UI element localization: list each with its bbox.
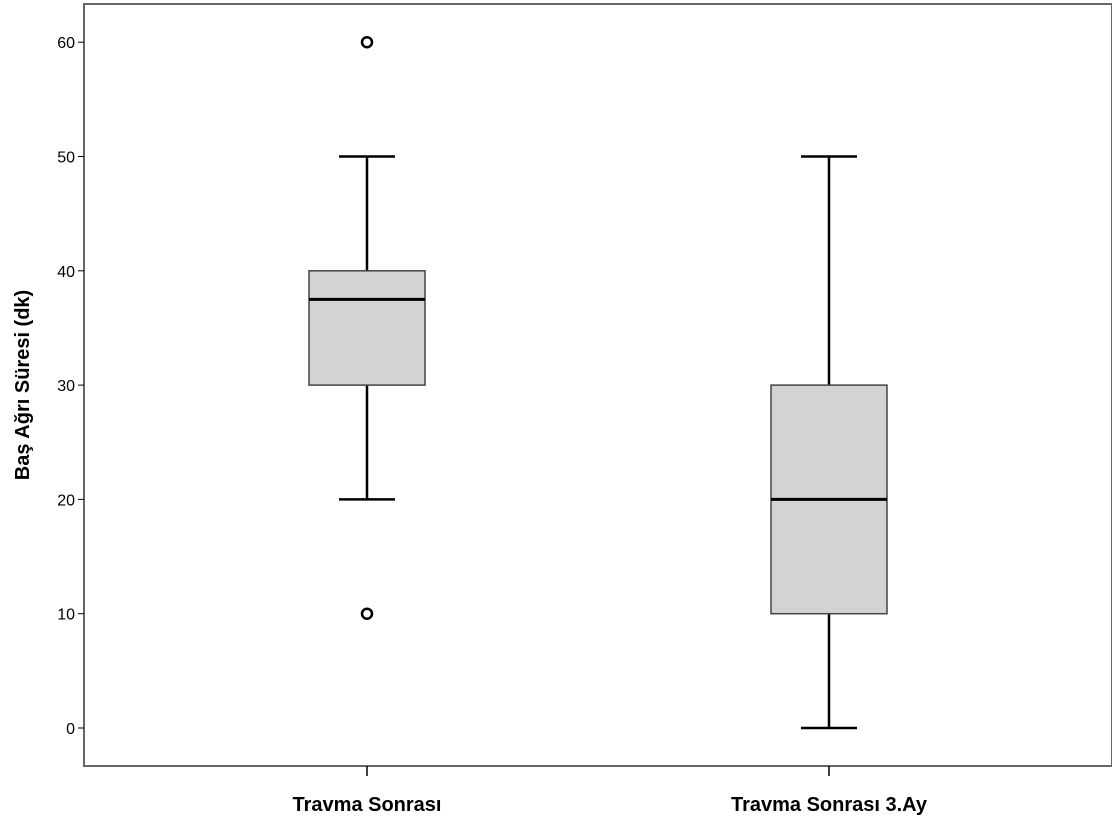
- x-axis: Travma Sonrası Travma Sonrası 3.Ay: [293, 766, 928, 816]
- plot-frame: [83, 3, 1112, 767]
- box-group: [308, 35, 426, 620]
- outlier-point: [360, 35, 374, 49]
- interquartile-box: [308, 270, 426, 386]
- x-category-label: Travma Sonrası 3.Ay: [731, 794, 928, 816]
- y-tick-label: 10: [57, 607, 75, 624]
- y-tick-label: 0: [66, 721, 75, 738]
- plot-area: [83, 3, 1112, 767]
- box-group: [770, 155, 888, 730]
- y-axis-title: Baş Ağrı Süresi (dk): [12, 290, 34, 480]
- y-tick-label: 40: [57, 264, 75, 281]
- x-category-label: Travma Sonrası: [293, 794, 442, 816]
- y-tick-label: 30: [57, 378, 75, 395]
- box-series: [308, 35, 888, 730]
- y-tick-label: 20: [57, 492, 75, 509]
- y-tick-label: 60: [57, 35, 75, 52]
- y-tick-label: 50: [57, 150, 75, 167]
- outlier-point: [360, 607, 374, 620]
- y-axis: 0 10 20 30 40 50 60: [57, 35, 84, 738]
